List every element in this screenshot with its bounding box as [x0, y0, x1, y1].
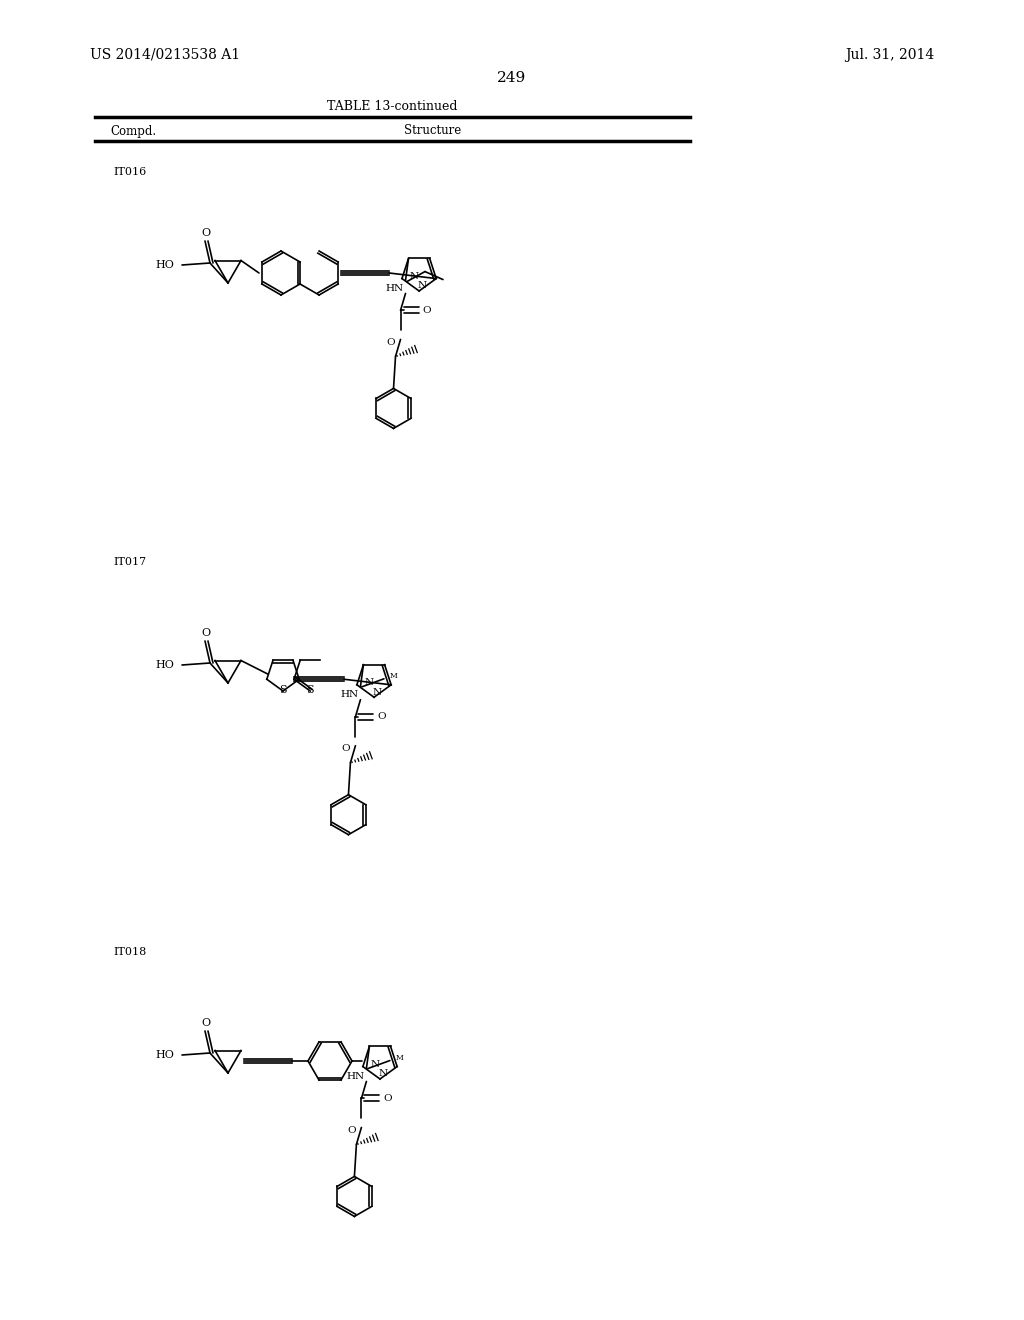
Text: N: N — [371, 1060, 380, 1069]
Text: IT018: IT018 — [113, 946, 146, 957]
Text: US 2014/0213538 A1: US 2014/0213538 A1 — [90, 48, 240, 62]
Text: HN: HN — [340, 690, 358, 700]
Text: O: O — [422, 306, 431, 315]
Text: Compd.: Compd. — [110, 124, 156, 137]
Text: IT017: IT017 — [113, 557, 146, 568]
Text: O: O — [202, 1018, 211, 1028]
Text: M: M — [390, 672, 397, 680]
Text: O: O — [386, 338, 395, 347]
Text: M: M — [396, 1053, 403, 1061]
Text: HN: HN — [385, 284, 403, 293]
Text: HO: HO — [155, 660, 174, 671]
Text: S: S — [280, 685, 287, 696]
Text: HO: HO — [155, 260, 174, 271]
Text: S: S — [306, 685, 314, 696]
Text: O: O — [347, 1126, 355, 1135]
Text: N: N — [365, 678, 374, 688]
Text: IT016: IT016 — [113, 168, 146, 177]
Text: O: O — [202, 628, 211, 638]
Text: 249: 249 — [498, 71, 526, 84]
Text: O: O — [341, 744, 350, 754]
Text: O: O — [202, 228, 211, 238]
Text: N: N — [410, 272, 419, 281]
Text: Structure: Structure — [403, 124, 461, 137]
Text: Jul. 31, 2014: Jul. 31, 2014 — [845, 48, 934, 62]
Text: N: N — [373, 688, 382, 697]
Text: HN: HN — [346, 1072, 365, 1081]
Text: O: O — [383, 1094, 392, 1104]
Text: HO: HO — [155, 1049, 174, 1060]
Text: N: N — [379, 1069, 387, 1078]
Text: N: N — [418, 281, 427, 290]
Text: TABLE 13-continued: TABLE 13-continued — [328, 100, 458, 114]
Text: O: O — [377, 713, 386, 721]
